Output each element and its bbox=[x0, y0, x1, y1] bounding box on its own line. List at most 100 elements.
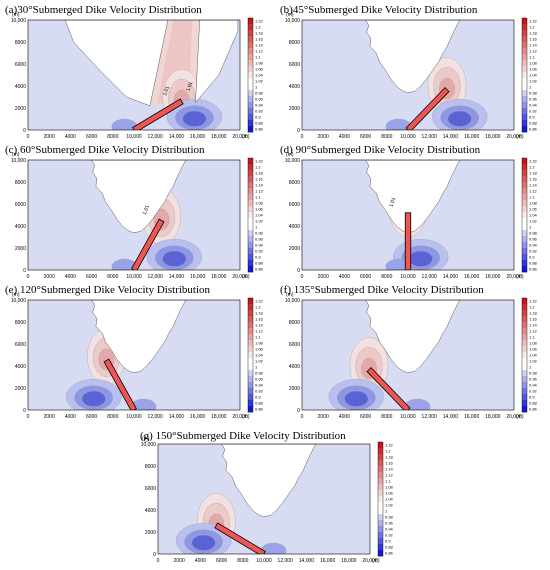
x-tick-label: 8000 bbox=[107, 414, 118, 420]
colorbar-swatch bbox=[248, 230, 253, 237]
colorbar-tick-label: 1.22 bbox=[255, 159, 264, 164]
y-tick-label: 2000 bbox=[289, 386, 300, 392]
plot-frame bbox=[301, 19, 515, 131]
x-tick-label: 16,000 bbox=[190, 274, 206, 280]
colorbar-swatch bbox=[522, 164, 527, 171]
colorbar-swatch bbox=[522, 182, 527, 189]
colorbar-tick-label: 1.14 bbox=[529, 323, 538, 328]
colorbar-tick-label: 1.22 bbox=[529, 19, 538, 24]
colorbar-tick-label: 1.16 bbox=[529, 37, 538, 42]
colorbar-swatch bbox=[248, 352, 253, 359]
x-tick-label: 12,000 bbox=[148, 134, 164, 140]
colorbar-swatch bbox=[522, 304, 527, 311]
colorbar-tick-label: 0.94 bbox=[529, 103, 538, 108]
colorbar-swatch bbox=[248, 334, 253, 341]
colorbar-frame bbox=[247, 17, 254, 133]
colorbar-tick-label: 1.18 bbox=[385, 455, 394, 460]
colorbar-swatch bbox=[522, 24, 527, 31]
colorbar-tick-label: 1.08 bbox=[385, 485, 394, 490]
colorbar-tick-label: 0.92 bbox=[529, 389, 538, 394]
y-tick-label: 4000 bbox=[145, 508, 156, 514]
colorbar-swatch bbox=[248, 206, 253, 213]
x-tick-label: 8000 bbox=[237, 558, 248, 564]
colorbar-swatch bbox=[248, 224, 253, 231]
colorbar-tick-label: 1.12 bbox=[255, 49, 264, 54]
colorbar-frame bbox=[247, 297, 254, 413]
y-tick-label: 6000 bbox=[15, 62, 26, 68]
colorbar-swatch bbox=[248, 322, 253, 329]
y-tick-label: 10,000 bbox=[11, 18, 27, 24]
contour-label: 1.01 bbox=[142, 204, 151, 215]
colorbar-tick-label: 0.96 bbox=[255, 237, 264, 242]
x-unit-label: (m) bbox=[516, 134, 524, 140]
colorbar-tick-label: 1.16 bbox=[255, 317, 264, 322]
y-tick-label: 6000 bbox=[15, 202, 26, 208]
colorbar-tick-label: 1 bbox=[529, 365, 532, 370]
colorbar-tick-label: 0.96 bbox=[255, 97, 264, 102]
colorbar-swatch bbox=[522, 382, 527, 389]
x-tick-label: 10,000 bbox=[126, 134, 142, 140]
colorbar-tick-label: 1.22 bbox=[529, 159, 538, 164]
y-tick-label: 0 bbox=[23, 268, 26, 274]
plot-area bbox=[28, 160, 240, 270]
colorbar-tick-label: 1.06 bbox=[255, 347, 264, 352]
colorbar-tick-label: 1 bbox=[255, 365, 258, 370]
colorbar-tick-label: 1 bbox=[529, 225, 532, 230]
land-region bbox=[91, 300, 187, 373]
x-tick-label: 10,000 bbox=[126, 274, 142, 280]
colorbar-swatch bbox=[522, 254, 527, 261]
x-tick-label: 16,000 bbox=[190, 134, 206, 140]
panel-5: (e) 120°Submerged Dike Velocity Distribu… bbox=[5, 284, 264, 420]
colorbar-tick-label: 0.88 bbox=[529, 401, 538, 406]
colorbar-swatch bbox=[248, 254, 253, 261]
y-tick-label: 8000 bbox=[15, 40, 26, 46]
x-tick-label: 10,000 bbox=[256, 558, 272, 564]
y-tick-label: 10,000 bbox=[285, 158, 301, 164]
colorbar-tick-label: 0.86 bbox=[529, 407, 538, 412]
colorbar-swatch bbox=[248, 236, 253, 243]
colorbar-swatch bbox=[522, 218, 527, 225]
colorbar-swatch bbox=[248, 242, 253, 249]
colorbar-tick-label: 1.14 bbox=[255, 323, 264, 328]
x-tick-label: 12,000 bbox=[422, 134, 438, 140]
panel-3: (c) 60°Submerged Dike Velocity Distribut… bbox=[5, 144, 264, 280]
colorbar-frame bbox=[521, 157, 528, 273]
colorbar-tick-label: 0.94 bbox=[529, 243, 538, 248]
colorbar-tick-label: 1 bbox=[385, 509, 388, 514]
colorbar-tick-label: 1.1 bbox=[529, 55, 535, 60]
colorbar-swatch bbox=[248, 388, 253, 395]
land-region bbox=[365, 20, 461, 93]
colorbar-swatch bbox=[522, 242, 527, 249]
y-tick-label: 2000 bbox=[15, 246, 26, 252]
colorbar-tick-label: 0.96 bbox=[529, 237, 538, 242]
colorbar-swatch bbox=[522, 376, 527, 383]
contour-low-3 bbox=[191, 534, 216, 551]
colorbar-tick-label: 1.1 bbox=[255, 55, 261, 60]
colorbar-tick-label: 1.06 bbox=[255, 207, 264, 212]
colorbar-swatch bbox=[248, 170, 253, 177]
colorbar-swatch bbox=[378, 526, 383, 533]
colorbar-tick-label: 1.14 bbox=[529, 183, 538, 188]
plot-area bbox=[302, 20, 514, 130]
colorbar-tick-label: 0.96 bbox=[255, 377, 264, 382]
colorbar-tick-label: 1.06 bbox=[385, 491, 394, 496]
colorbar-swatch bbox=[248, 376, 253, 383]
colorbar-tick-label: 1.16 bbox=[529, 177, 538, 182]
plot-area bbox=[302, 300, 514, 410]
colorbar-tick-label: 1.12 bbox=[385, 473, 394, 478]
colorbar-tick-label: 0.86 bbox=[255, 267, 264, 272]
colorbar-swatch bbox=[522, 126, 527, 133]
panel-7: (g) 150°Submerged Dike Velocity Distribu… bbox=[140, 430, 394, 564]
x-unit-label: (m) bbox=[242, 414, 250, 420]
colorbar-tick-label: 1.22 bbox=[255, 19, 264, 24]
colorbar-swatch bbox=[522, 340, 527, 347]
colorbar-tick-label: 1.16 bbox=[255, 37, 264, 42]
x-tick-label: 20,000 bbox=[506, 274, 522, 280]
colorbar-swatch bbox=[248, 260, 253, 267]
panel-title: (d) 90°Submerged Dike Velocity Distribut… bbox=[280, 144, 481, 156]
x-tick-label: 20,000 bbox=[506, 414, 522, 420]
colorbar-frame bbox=[377, 441, 384, 557]
colorbar-swatch bbox=[522, 36, 527, 43]
colorbar-swatch bbox=[248, 66, 253, 73]
